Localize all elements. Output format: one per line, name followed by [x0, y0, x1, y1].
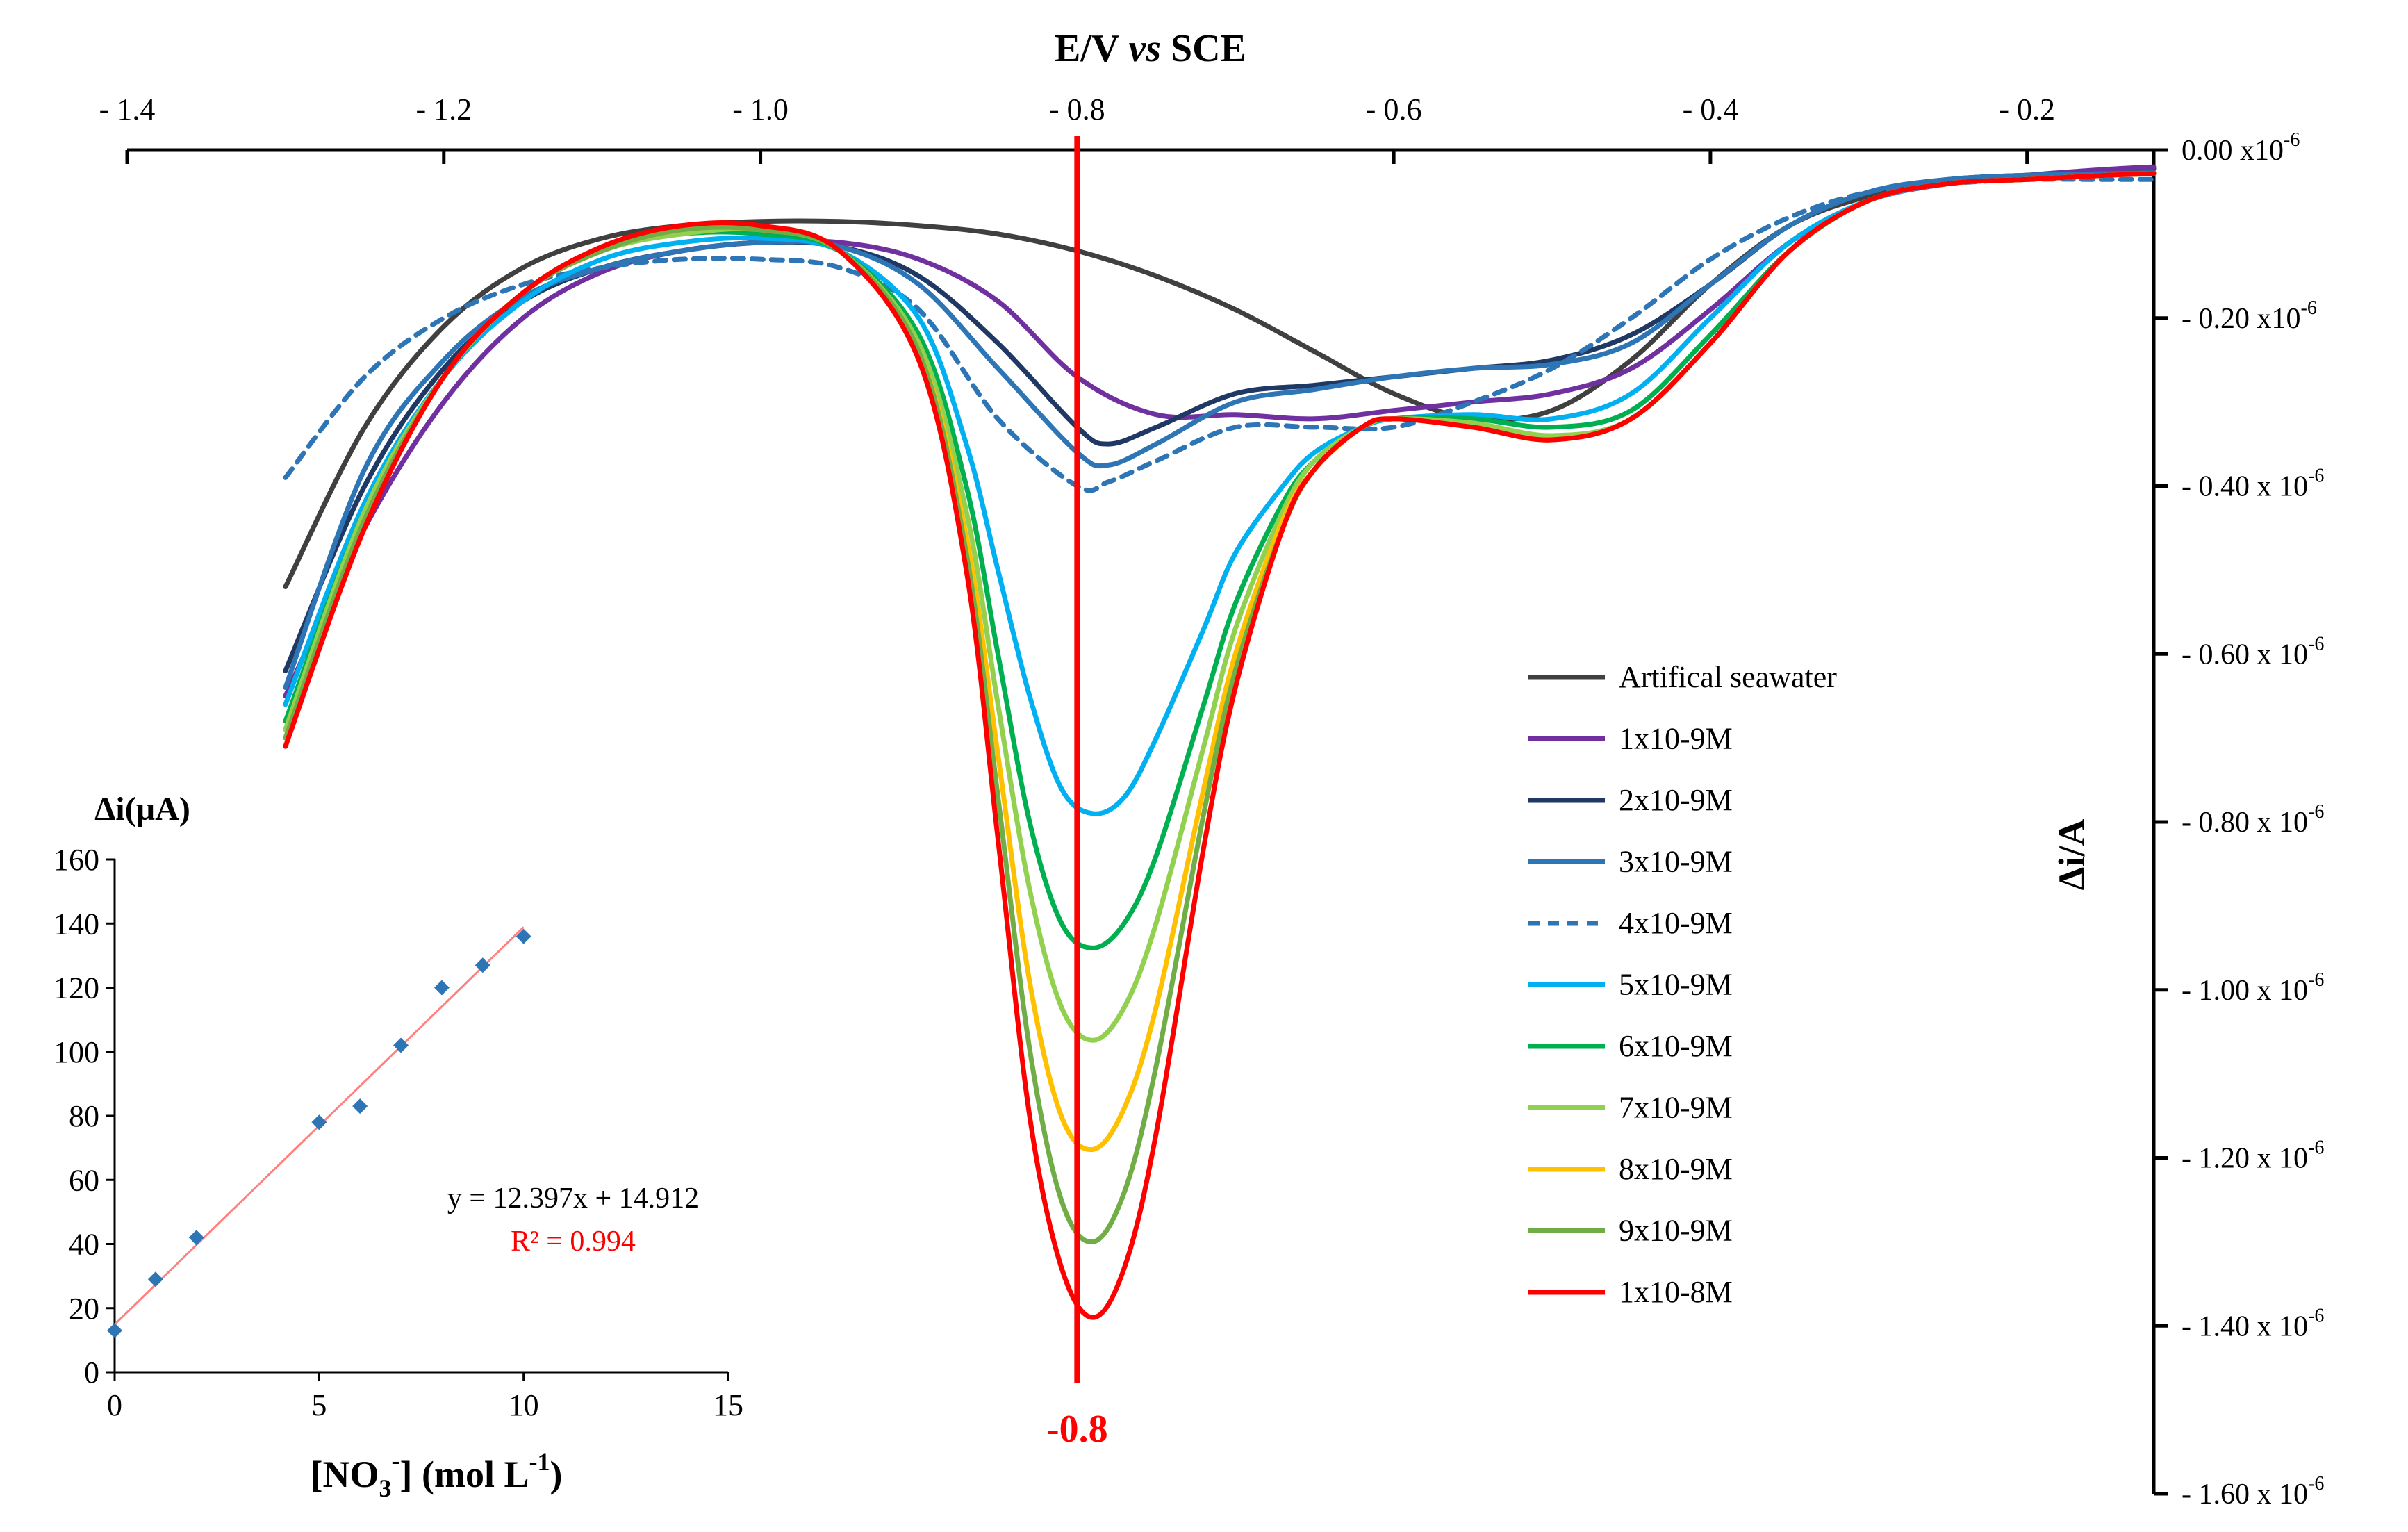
main-axes: - 1.4 - 1.2 - 1.0 - 0.8 - 0.6 - 0.4 - 0.2 0.00 …: [99, 92, 2325, 1510]
x-tick-label: - 1.0: [732, 92, 789, 126]
y-tick-label: 0.00 x10-6: [2182, 129, 2300, 167]
y-tick-label: - 1.00 x 10-6: [2182, 969, 2324, 1007]
inset-calibration-chart: 0 20 40 60 80 100 120 140 160 0 5 10 15: [53, 843, 743, 1422]
y-tick-exponent: -6: [2308, 466, 2324, 487]
marker-line-group: -0.8: [1046, 136, 1108, 1451]
data-point: [393, 1037, 409, 1053]
data-point: [434, 980, 450, 996]
x-tick-label: - 1.4: [99, 92, 156, 126]
inset-x-tick-label: 10: [509, 1388, 539, 1422]
data-point: [147, 1271, 163, 1287]
inset-y-tick-label: 20: [69, 1292, 99, 1326]
y-tick-exponent: -6: [2308, 1137, 2324, 1159]
x-tick-label: - 0.6: [1366, 92, 1422, 126]
inset-y-tick-label: 140: [53, 907, 99, 941]
legend-label: 2x10-9M: [1619, 783, 1733, 817]
main-series-lines: [283, 164, 2157, 1320]
series-line: [283, 171, 2157, 816]
data-point: [516, 928, 531, 944]
y-axis-title: Δi/A: [2051, 819, 2093, 891]
inset-y-tick-label: 0: [84, 1356, 99, 1390]
y-tick-label: - 0.40 x 10-6: [2182, 466, 2324, 503]
series-line: [283, 171, 2157, 1320]
series-line: [283, 166, 2157, 590]
data-point: [188, 1230, 204, 1246]
x-tick-label: - 0.2: [1999, 92, 2055, 126]
y-tick-label: - 1.20 x 10-6: [2182, 1137, 2324, 1175]
y-tick-label: - 1.60 x 10-6: [2182, 1473, 2324, 1510]
x-tick-label: - 0.4: [1683, 92, 1739, 126]
r-squared: R² = 0.994: [511, 1226, 636, 1258]
data-point: [352, 1098, 368, 1114]
y-tick-exponent: -6: [2301, 297, 2317, 319]
y-tick-exponent: -6: [2308, 1473, 2324, 1494]
inset-y-tick-label: 40: [69, 1228, 99, 1262]
x-tick-label: - 1.2: [415, 92, 472, 126]
fit-equation: y = 12.397x + 14.912: [447, 1183, 699, 1214]
legend-label: 5x10-9M: [1619, 968, 1733, 1002]
inset-y-tick-label: 160: [53, 843, 99, 877]
x-axis-title: E/V vs SCE: [1055, 27, 1246, 70]
y-tick-label: - 0.80 x 10-6: [2182, 801, 2324, 839]
data-point: [107, 1323, 122, 1339]
legend-label: 4x10-9M: [1619, 906, 1733, 940]
data-point: [311, 1114, 327, 1130]
inset-y-tick-label: 60: [69, 1163, 99, 1197]
legend-label: 3x10-9M: [1619, 845, 1733, 879]
y-tick-exponent: -6: [2308, 969, 2324, 991]
series-line: [283, 176, 2157, 493]
y-tick-exponent: -6: [2308, 801, 2324, 823]
inset-y-tick-label: 100: [53, 1035, 99, 1069]
y-tick-label: - 0.20 x10-6: [2182, 297, 2317, 335]
series-line: [283, 171, 2157, 1153]
y-tick-exponent: -6: [2308, 1305, 2324, 1326]
x-tick-label: - 0.8: [1049, 92, 1105, 126]
marker-label: -0.8: [1046, 1408, 1108, 1451]
legend-label: 7x10-9M: [1619, 1091, 1733, 1125]
inset-y-tick-label: 80: [69, 1099, 99, 1133]
inset-x-axis-title: [NO3-] (mol L-1): [311, 1447, 563, 1502]
inset-x-tick-label: 0: [107, 1388, 122, 1422]
legend-label: 9x10-9M: [1619, 1214, 1733, 1248]
inset-y-tick-label: 120: [53, 971, 99, 1005]
legend-label: 1x10-9M: [1619, 722, 1733, 756]
legend-label: 6x10-9M: [1619, 1029, 1733, 1063]
y-tick-label: - 0.60 x 10-6: [2182, 633, 2324, 670]
y-tick-exponent: -6: [2308, 633, 2324, 654]
legend-label: 1x10-8M: [1619, 1275, 1733, 1309]
inset-x-tick-label: 15: [713, 1388, 743, 1422]
legend-label: Artifical seawater: [1619, 660, 1837, 694]
legend: Artifical seawater 1x10-9M 2x10-9M 3x10-9M 4…: [1528, 660, 1837, 1309]
inset-y-axis-title: Δi(µA): [94, 791, 190, 827]
data-point: [475, 957, 490, 973]
y-tick-label: - 1.40 x 10-6: [2182, 1305, 2324, 1342]
legend-label: 8x10-9M: [1619, 1152, 1733, 1186]
inset-x-tick-label: 5: [311, 1388, 327, 1422]
y-tick-exponent: -6: [2284, 129, 2300, 151]
